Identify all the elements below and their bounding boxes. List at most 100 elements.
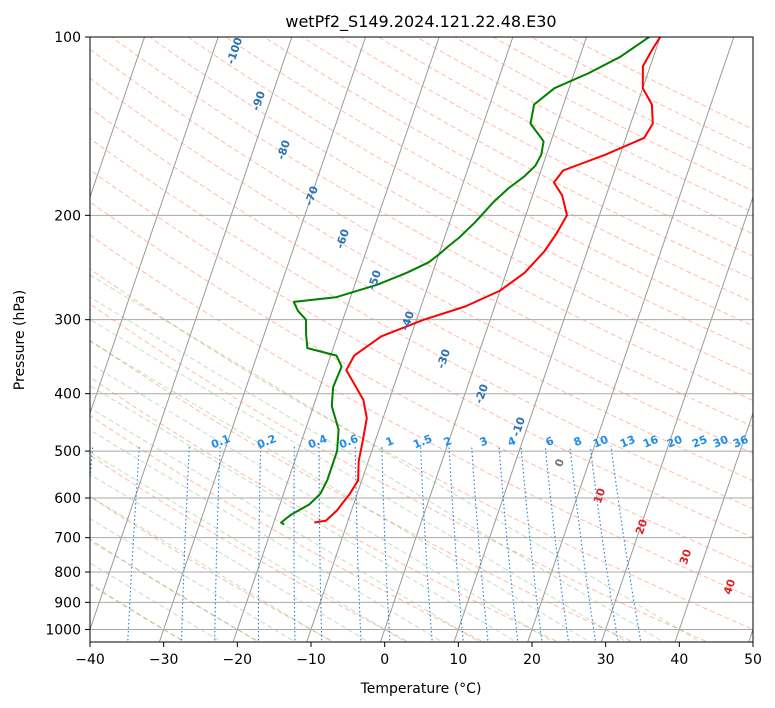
mixing-ratio-label: 0.4 (306, 432, 329, 451)
dry-adiabat (90, 234, 753, 599)
isotherm-line (232, 37, 440, 642)
mixing-ratio-line (318, 445, 323, 642)
x-axis-label: Temperature (°C) (360, 681, 482, 697)
dry-adiabat (378, 37, 753, 235)
mixing-ratio-line (214, 445, 221, 642)
axes: −40 −30 −20 −10 0 10 20 30 40 5010020030040050060… (45, 30, 762, 668)
y-tick-label: 900 (54, 595, 81, 611)
moist-adiabat (90, 363, 554, 642)
x-tick-label: 20 (523, 652, 541, 668)
x-tick-label: 10 (449, 652, 467, 668)
isotherm-line (306, 37, 514, 642)
mixing-ratio-line (127, 445, 141, 642)
mixing-ratio-label: 8 (572, 434, 584, 449)
x-tick-label: −10 (296, 652, 326, 668)
isotherm-line (0, 24, 2, 645)
isotherm-label: -100 (224, 35, 245, 66)
mixing-ratio-label: 0.6 (337, 432, 360, 451)
mixing-ratio-label: 10 (591, 433, 610, 451)
mixing-ratio-line (520, 445, 543, 642)
y-tick-label: 1000 (45, 622, 81, 638)
mixing-ratio-label: 36 (731, 433, 750, 451)
moist-adiabat (90, 518, 297, 642)
mixing-ratio-line (544, 445, 570, 642)
mixing-ratio-label: 1 (384, 434, 396, 449)
dry-adiabat (263, 37, 753, 303)
mixing-ratio-line (354, 445, 362, 642)
mixing-ratio-label: 6 (544, 434, 556, 449)
x-tick-label: 30 (597, 652, 615, 668)
dry-adiabat (90, 339, 634, 642)
mixing-ratio-line (471, 445, 489, 642)
dry-adiabat (90, 495, 336, 642)
dry-adiabat (90, 201, 753, 568)
mixing-ratio-line (448, 445, 464, 642)
mixing-ratio-label: 13 (618, 433, 637, 451)
mixing-ratio-label: 20 (665, 433, 684, 451)
mixing-ratio-label: 3 (478, 434, 490, 449)
isotherm-label: -60 (333, 227, 352, 250)
isotherm-line (527, 37, 735, 642)
dry-adiabat (454, 37, 753, 192)
mixing-ratio-line (419, 445, 433, 642)
isotherm-label: -40 (398, 309, 417, 332)
isotherm-line (90, 37, 293, 631)
dry-adiabat (90, 454, 410, 642)
isotherm-label: 40 (721, 577, 738, 596)
isotherm-line (90, 37, 146, 199)
x-tick-label: 0 (380, 652, 389, 668)
profile-lines (280, 37, 662, 526)
isotherm-label: 10 (591, 486, 608, 505)
moist-adiabat (90, 473, 370, 642)
isotherm-label: -20 (472, 382, 491, 405)
moist-adiabat (90, 584, 186, 642)
y-tick-label: 200 (54, 208, 81, 224)
dry-adiabat (111, 37, 753, 402)
mixing-ratio-line (381, 445, 391, 642)
moist-adiabat (90, 429, 444, 642)
dry-adiabat (90, 138, 753, 510)
isotherm-line (600, 195, 753, 642)
mixing-ratio-label: 0.1 (209, 432, 232, 451)
mixing-ratio-label: 30 (711, 433, 730, 451)
moist-adiabat (90, 496, 333, 642)
mixing-ratio-label: 25 (690, 433, 709, 451)
mixing-ratio-line (257, 445, 262, 642)
moist-adiabat (90, 451, 407, 642)
y-axis-label: Pressure (hPa) (12, 290, 28, 390)
moist-adiabat (90, 341, 591, 642)
mixing-ratio-line (589, 445, 619, 642)
plot-frame (89, 36, 754, 643)
isotherm-label: -90 (249, 89, 268, 112)
dry-adiabat (187, 37, 753, 351)
mixing-ratio-label: 2 (442, 434, 454, 449)
dry-adiabat (90, 169, 753, 539)
dry-adiabat (90, 303, 709, 642)
chart-title: wetPf2_S149.2024.121.22.48.E30 (285, 12, 556, 32)
y-tick-label: 600 (54, 491, 81, 507)
dry-adiabat (149, 37, 753, 376)
isotherm-label: -10 (509, 415, 528, 438)
line-labels: -100-90-80-70-60-50-40-30-20-10010203040… (209, 35, 750, 596)
y-tick-label: 800 (54, 565, 81, 581)
isotherm-line (90, 37, 219, 415)
x-tick-label: −20 (223, 652, 253, 668)
dry-adiabat (568, 37, 753, 130)
y-tick-label: 700 (54, 531, 81, 547)
isotherm-label: -30 (434, 347, 453, 370)
moist-adiabat (90, 296, 665, 642)
dewpoint-line (280, 37, 650, 526)
mixing-ratio-line (569, 445, 597, 642)
x-tick-label: 40 (670, 652, 688, 668)
mixing-ratio-label: 0.2 (255, 432, 278, 451)
isotherm-label: 30 (677, 547, 694, 566)
y-tick-label: 500 (54, 444, 81, 460)
dry-adiabat (90, 107, 753, 482)
dry-adiabat (90, 582, 186, 642)
isotherm-line (453, 37, 661, 642)
mixing-ratio-label: 16 (641, 433, 660, 451)
isotherm-label: -50 (365, 268, 384, 291)
mixing-ratio-line (180, 445, 190, 642)
dry-adiabat (90, 538, 261, 642)
isotherm-label: -70 (302, 184, 321, 207)
